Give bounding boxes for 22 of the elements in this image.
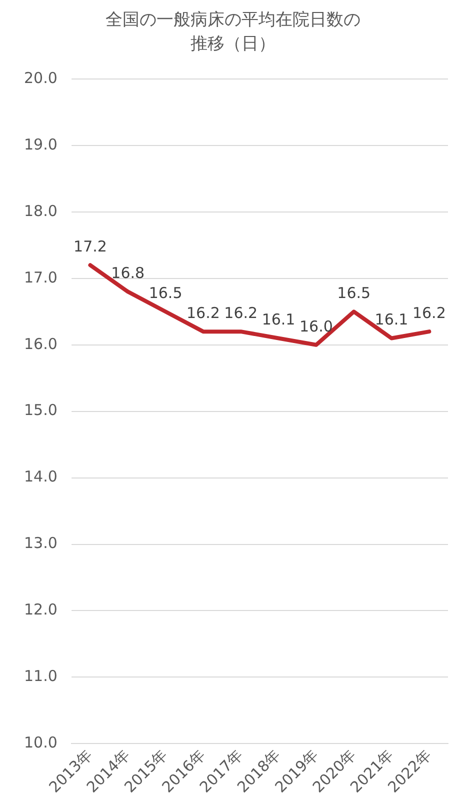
y-tick-label: 15.0 [24, 401, 58, 420]
y-tick-label: 13.0 [24, 534, 58, 552]
data-label: 16.5 [337, 284, 371, 302]
chart-title: 全国の一般病床の平均在院日数の推移（日） [104, 9, 362, 56]
data-label: 17.2 [74, 238, 107, 256]
y-tick-label: 18.0 [24, 202, 58, 220]
data-label: 16.2 [186, 304, 220, 322]
y-tick-label: 12.0 [24, 600, 58, 619]
y-tick-label: 19.0 [24, 135, 58, 154]
y-tick-label: 10.0 [24, 734, 58, 752]
data-label: 16.2 [412, 304, 446, 322]
data-label: 16.5 [148, 284, 182, 302]
data-label: 16.0 [299, 317, 333, 336]
data-label: 16.8 [111, 264, 145, 282]
y-tick-label: 14.0 [24, 468, 58, 486]
y-tick-label: 17.0 [24, 268, 58, 286]
data-label: 16.1 [262, 310, 296, 329]
data-label: 16.2 [224, 304, 258, 322]
y-tick-label: 11.0 [24, 667, 58, 686]
y-tick-label: 16.0 [24, 334, 58, 353]
y-tick-label: 20.0 [24, 68, 58, 87]
data-label: 16.1 [374, 310, 408, 329]
